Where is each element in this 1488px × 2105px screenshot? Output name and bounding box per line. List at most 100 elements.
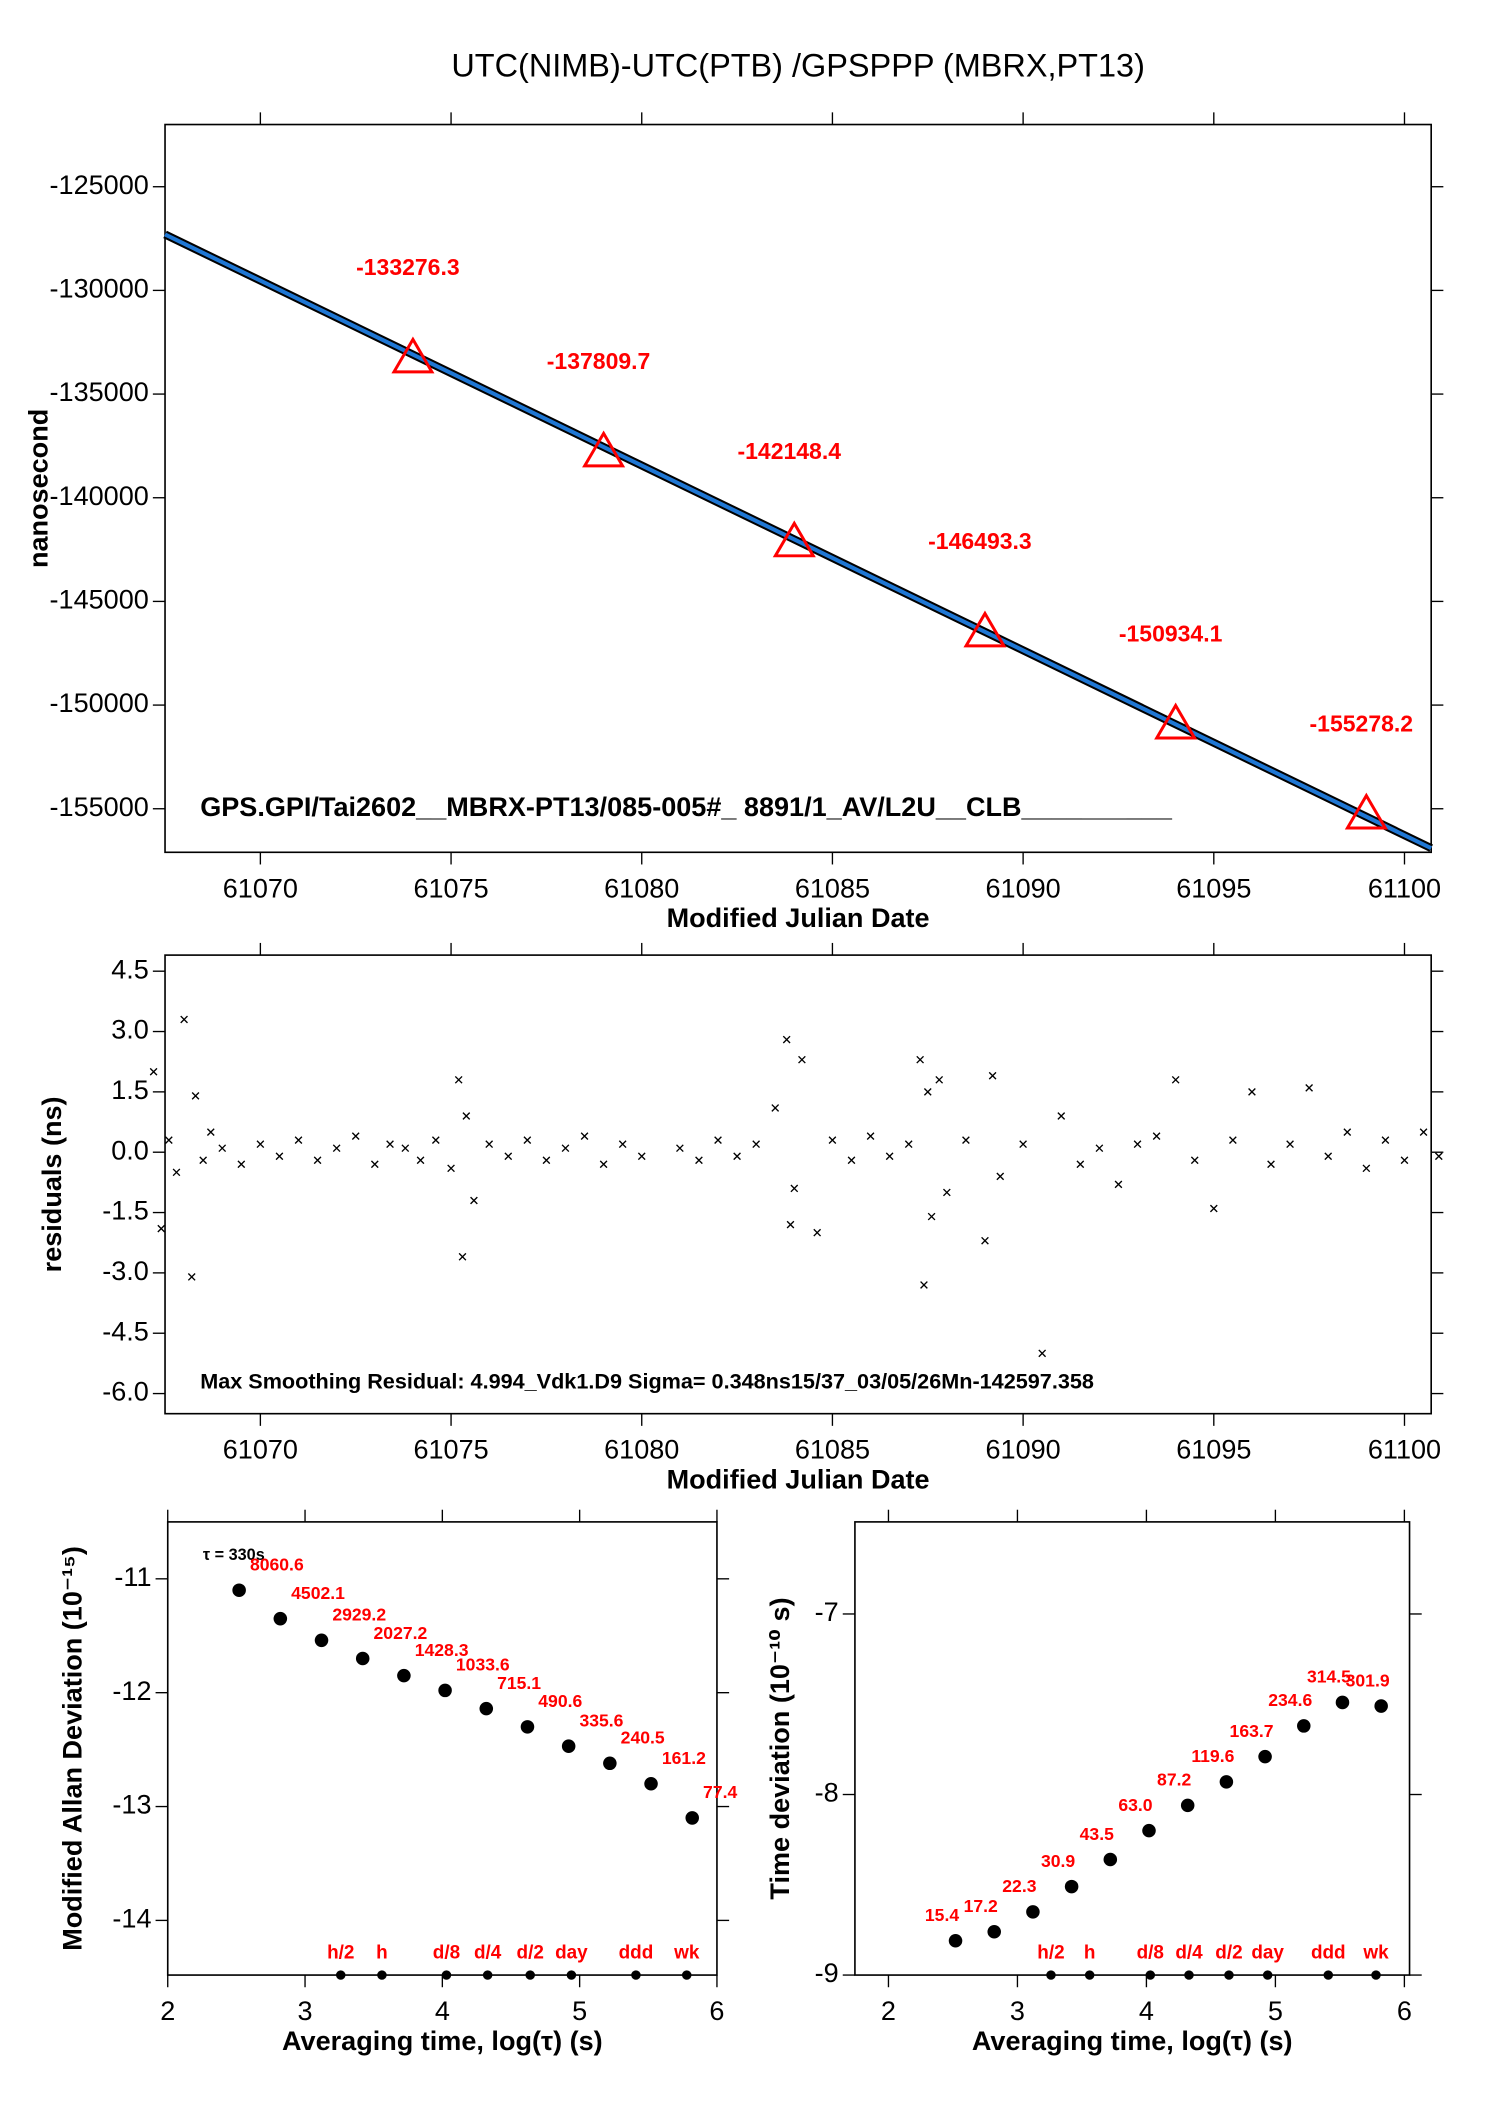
scale-marker	[1184, 1970, 1194, 1980]
y-tick-label: -1.5	[102, 1196, 149, 1226]
x-marker	[351, 1132, 360, 1140]
y-tick-label: -14	[112, 1904, 151, 1934]
x-tick-label: 61075	[413, 873, 488, 903]
dot-marker	[1142, 1823, 1156, 1838]
x-marker	[916, 1055, 925, 1064]
x-marker	[458, 1252, 467, 1261]
y-tick-label: -130000	[50, 274, 149, 304]
x-marker	[485, 1140, 494, 1149]
x-marker	[1362, 1164, 1371, 1173]
x-marker	[920, 1281, 928, 1289]
scale-marker-label: wk	[1362, 1942, 1389, 1963]
x-tick-label: 61075	[413, 1435, 488, 1465]
dot-marker	[438, 1683, 452, 1698]
x-marker	[149, 1067, 158, 1076]
point-label: 314.5	[1307, 1667, 1351, 1687]
x-axis-label: Averaging time, log(τ) (s)	[282, 2026, 603, 2056]
x-tick-label: 61085	[795, 873, 870, 903]
x-marker	[313, 1156, 322, 1165]
x-marker	[523, 1136, 532, 1145]
dot-marker	[685, 1811, 699, 1825]
scale-marker	[1262, 1970, 1273, 1980]
scale-marker-label: h	[376, 1942, 388, 1963]
point-label: 234.6	[1268, 1690, 1312, 1710]
x-marker	[542, 1156, 551, 1165]
dot-marker	[355, 1651, 370, 1666]
point-label: 4502.1	[291, 1583, 345, 1603]
x-marker	[1324, 1152, 1333, 1161]
x-marker	[866, 1132, 875, 1140]
scale-marker	[566, 1970, 577, 1980]
point-label: 335.6	[579, 1710, 623, 1730]
scale-marker	[482, 1970, 493, 1980]
dot-marker	[603, 1756, 617, 1771]
y-tick-label: -3.0	[102, 1256, 149, 1286]
x-marker	[782, 1035, 791, 1044]
x-marker	[191, 1092, 200, 1100]
scale-marker-label: d/2	[517, 1942, 544, 1963]
x-marker	[1038, 1349, 1047, 1358]
x-tick-label: 4	[435, 1996, 450, 2026]
dot-marker	[1374, 1699, 1388, 1713]
x-tick-label: 61080	[604, 1435, 679, 1465]
x-marker	[942, 1188, 951, 1197]
x-marker	[1286, 1140, 1294, 1149]
x-marker	[332, 1144, 341, 1153]
x-tick-label: 2	[881, 1996, 896, 2026]
x-marker	[752, 1140, 761, 1149]
dot-marker	[644, 1777, 658, 1791]
x-marker	[199, 1156, 208, 1165]
scale-marker	[1084, 1970, 1095, 1980]
x-marker	[1171, 1075, 1180, 1084]
dot-marker	[1258, 1749, 1272, 1764]
x-marker	[256, 1140, 265, 1149]
x-marker	[1095, 1144, 1104, 1153]
scale-marker	[336, 1970, 346, 1980]
y-tick-label: -13	[112, 1790, 151, 1820]
plot-frame	[854, 1521, 1411, 1976]
x-marker	[1400, 1156, 1409, 1165]
x-marker	[1248, 1088, 1256, 1096]
x-tick-label: 5	[1268, 1996, 1283, 2026]
x-marker	[164, 1136, 173, 1145]
y-tick-label: 0.0	[111, 1135, 149, 1165]
x-marker	[962, 1136, 970, 1145]
dot-marker	[1064, 1879, 1079, 1894]
x-marker	[561, 1144, 570, 1153]
x-marker	[401, 1144, 410, 1153]
chart-title: UTC(NIMB)-UTC(PTB) /GPSPPP (MBRX,PT13)	[451, 47, 1145, 83]
scale-marker-label: ddd	[1311, 1942, 1346, 1963]
point-label: 163.7	[1230, 1721, 1274, 1741]
x-tick-label: 6	[709, 1996, 724, 2026]
y-tick-label: -135000	[50, 377, 149, 407]
triangle-marker	[963, 610, 1007, 648]
x-axis-label: Modified Julian Date	[667, 1464, 930, 1494]
annotation: Max Smoothing Residual: 4.994_Vdk1.D9 Si…	[200, 1368, 1094, 1393]
dot-marker	[314, 1633, 329, 1648]
x-tick-label: 61095	[1176, 1435, 1251, 1465]
point-label: 87.2	[1157, 1770, 1191, 1790]
triangle-marker	[582, 430, 626, 468]
x-marker	[904, 1140, 913, 1149]
point-label: 161.2	[662, 1748, 706, 1768]
x-tick-label: 3	[298, 1996, 313, 2026]
point-label: 119.6	[1191, 1746, 1234, 1766]
scale-marker	[1323, 1970, 1334, 1980]
x-marker	[1434, 1152, 1443, 1161]
x-marker	[695, 1156, 703, 1165]
y-axis-label: Time deviation (10⁻¹⁰ s)	[765, 1597, 795, 1899]
x-marker	[618, 1140, 627, 1149]
y-tick-label: -150000	[50, 688, 149, 718]
scale-marker-label: wk	[673, 1942, 700, 1963]
y-axis-label: Modified Allan Deviation (10⁻¹⁵)	[58, 1546, 88, 1951]
x-tick-label: 61070	[223, 1435, 298, 1465]
scale-marker-label: day	[555, 1942, 588, 1963]
triangle-marker	[1154, 702, 1198, 740]
x-marker	[1343, 1128, 1352, 1136]
x-tick-label: 61080	[604, 873, 679, 903]
x-marker	[1229, 1136, 1237, 1145]
value-label: -146493.3	[928, 528, 1032, 554]
scale-marker-label: d/8	[433, 1942, 460, 1963]
value-label: -155278.2	[1310, 710, 1414, 736]
